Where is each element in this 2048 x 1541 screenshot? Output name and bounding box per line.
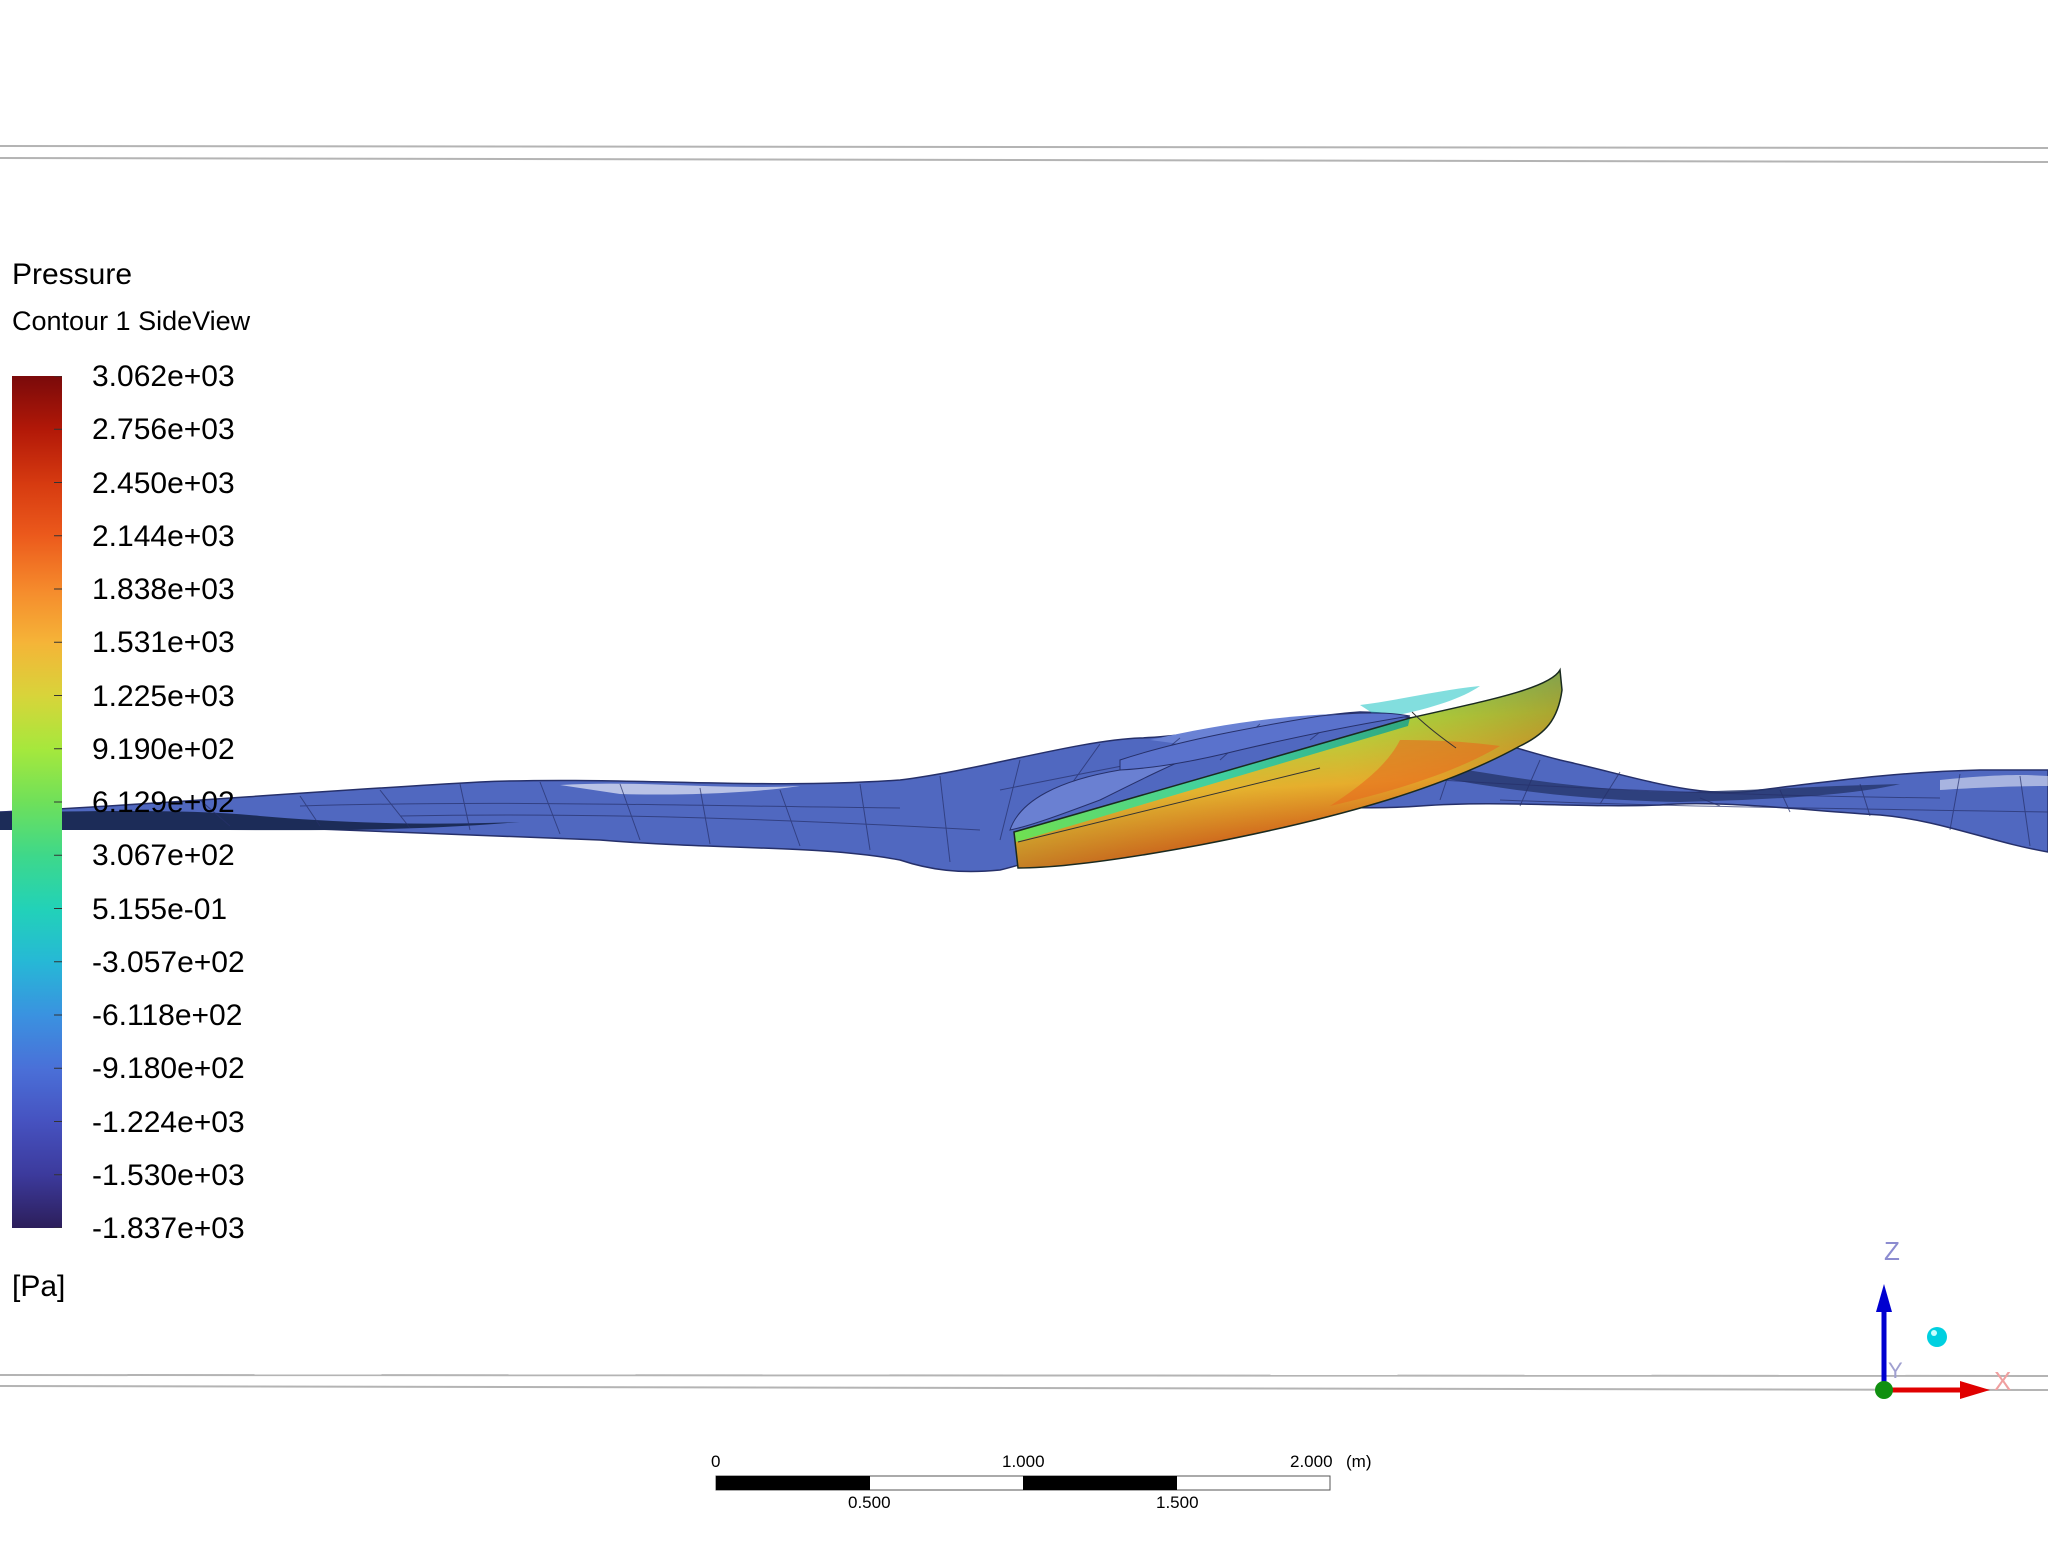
- x-axis-label: X: [1994, 1366, 2012, 1396]
- y-axis-label: Y: [1888, 1358, 1903, 1383]
- legend-tick-label: 2.144e+03: [92, 519, 235, 553]
- color-band: [12, 961, 62, 1016]
- legend-subtitle: Contour 1 SideView: [12, 306, 251, 336]
- legend-tick-label: 3.062e+03: [92, 360, 235, 393]
- color-band: [12, 1174, 62, 1228]
- scale-label-2: 2.000: [1290, 1452, 1333, 1471]
- legend-title: Pressure: [12, 258, 133, 291]
- legend-tick-label: 1.225e+03: [92, 679, 235, 713]
- legend-unit: [Pa]: [12, 1270, 66, 1303]
- legend-tick-label: 2.450e+03: [92, 466, 235, 500]
- legend-tick-label: -3.057e+02: [92, 945, 245, 979]
- legend-tick-label: 9.190e+02: [92, 732, 235, 766]
- legend-tick-label: -9.180e+02: [92, 1052, 245, 1086]
- scale-bar: [715, 1475, 1331, 1491]
- color-band: [12, 802, 62, 856]
- scale-label-0: 0: [711, 1452, 721, 1471]
- color-band: [12, 748, 62, 803]
- scale-label-1-5: 1.500: [1156, 1493, 1199, 1512]
- legend-tick-label: 1.531e+03: [92, 626, 235, 660]
- frame-lines: [0, 145, 2048, 1391]
- legend-tick-label: 6.129e+02: [92, 786, 235, 819]
- color-band: [12, 1068, 62, 1122]
- color-band: [12, 908, 62, 963]
- z-axis-label: Z: [1884, 1236, 1900, 1266]
- color-band: [12, 695, 62, 750]
- bow-spray: [1009, 712, 1411, 831]
- color-bar: [12, 376, 62, 1228]
- legend-tick-label: -1.837e+03: [92, 1212, 245, 1245]
- scale-unit: (m): [1346, 1452, 1372, 1471]
- water-surface: [0, 711, 2048, 873]
- legend-tick-label: 5.155e-01: [92, 892, 228, 926]
- axis-triad[interactable]: [1875, 1284, 1990, 1399]
- color-band: [12, 642, 62, 696]
- color-band: [12, 855, 62, 909]
- legend-tick-label: -1.530e+03: [92, 1158, 245, 1192]
- scale-label-1: 1.000: [1002, 1452, 1045, 1471]
- color-band: [12, 376, 62, 430]
- legend-tick-label: -1.224e+03: [92, 1105, 245, 1139]
- color-band: [12, 482, 62, 537]
- scale-label-0-5: 0.500: [848, 1493, 891, 1512]
- legend-tick-label: 3.067e+02: [92, 839, 235, 873]
- hull-model[interactable]: [1013, 667, 1563, 869]
- color-band: [12, 535, 62, 590]
- color-band: [12, 1121, 62, 1176]
- color-band: [12, 429, 62, 483]
- legend-tick-label: 2.756e+03: [92, 413, 235, 447]
- color-band: [12, 1015, 62, 1069]
- legend-tick-label: 1.838e+03: [92, 573, 235, 606]
- legend-tick-label: -6.118e+02: [92, 999, 243, 1032]
- color-band: [12, 589, 62, 643]
